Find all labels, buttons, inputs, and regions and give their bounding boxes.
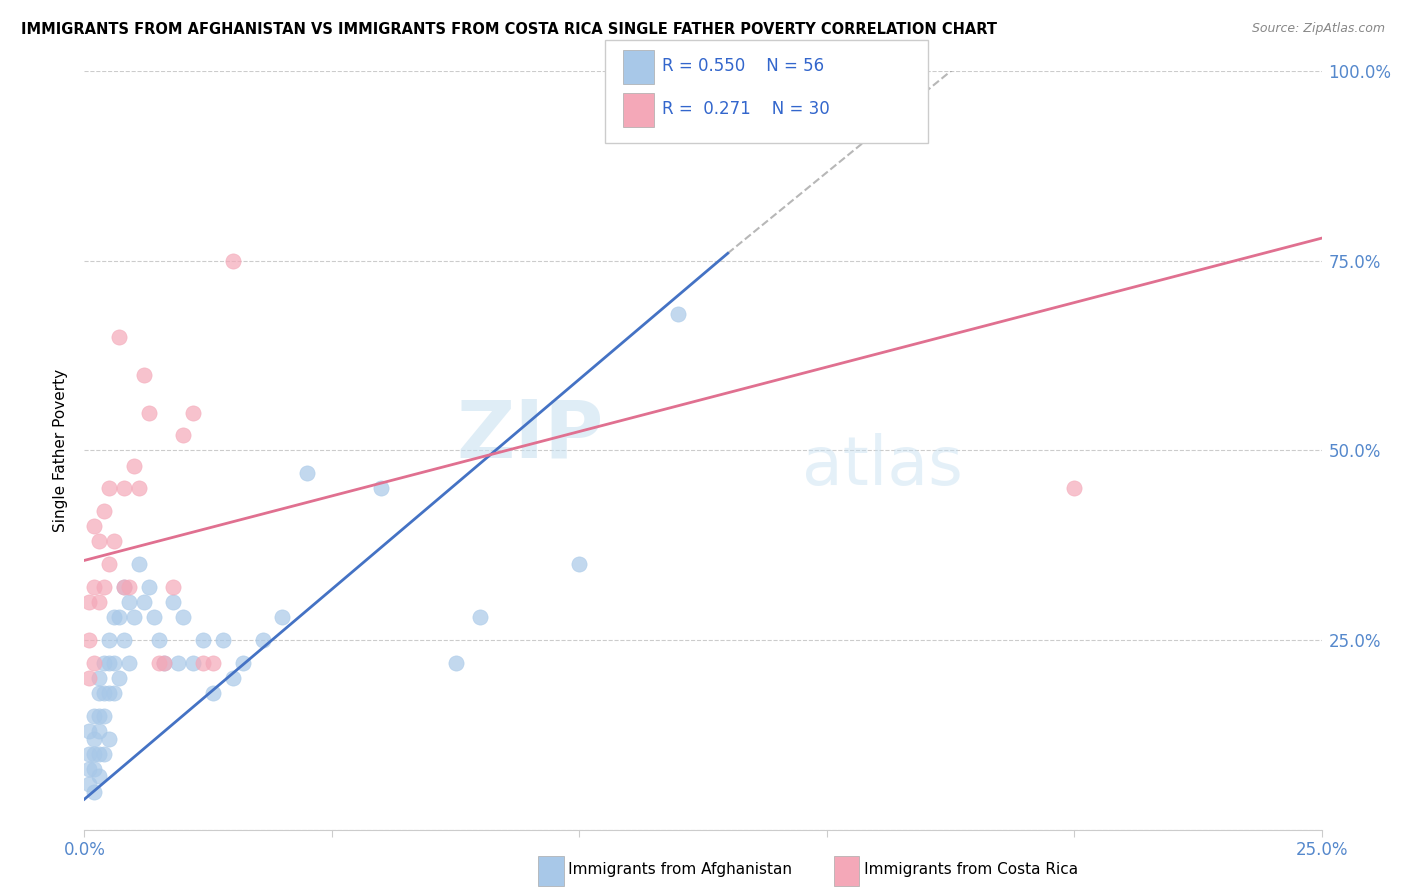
Point: [79, 762, 101, 776]
Point: [93, 708, 115, 723]
Point: [1063, 482, 1085, 496]
Text: atlas: atlas: [801, 433, 963, 499]
Point: [98, 633, 121, 648]
Point: [222, 671, 245, 685]
Point: [222, 253, 245, 268]
Point: [202, 686, 225, 700]
Point: [142, 610, 165, 624]
Point: [98, 482, 121, 496]
Point: [152, 656, 174, 670]
Point: [83, 731, 105, 746]
Text: IMMIGRANTS FROM AFGHANISTAN VS IMMIGRANTS FROM COSTA RICA SINGLE FATHER POVERTY : IMMIGRANTS FROM AFGHANISTAN VS IMMIGRANT…: [21, 22, 997, 37]
Point: [295, 467, 318, 481]
Point: [83, 656, 105, 670]
Point: [666, 307, 689, 321]
Point: [181, 405, 204, 420]
Point: [79, 724, 101, 739]
Point: [103, 656, 125, 670]
Point: [79, 633, 101, 648]
Point: [118, 580, 141, 594]
Point: [93, 747, 115, 761]
Point: [93, 656, 115, 670]
Text: R =  0.271    N = 30: R = 0.271 N = 30: [662, 100, 830, 118]
Text: Immigrants from Costa Rica: Immigrants from Costa Rica: [830, 863, 1077, 877]
Y-axis label: Single Father Poverty: Single Father Poverty: [53, 369, 69, 532]
Point: [568, 557, 591, 572]
Point: [122, 458, 145, 473]
Point: [83, 580, 105, 594]
Point: [112, 580, 135, 594]
Point: [98, 686, 121, 700]
Point: [212, 633, 235, 648]
Point: [103, 610, 125, 624]
Point: [89, 534, 111, 549]
Point: [167, 656, 190, 670]
Point: [370, 482, 392, 496]
Point: [138, 580, 160, 594]
Point: [112, 580, 135, 594]
Point: [252, 633, 274, 648]
Point: [181, 656, 204, 670]
Point: [89, 769, 111, 784]
Point: [191, 656, 214, 670]
Point: [148, 656, 170, 670]
Point: [162, 580, 184, 594]
Point: [98, 731, 121, 746]
Point: [89, 747, 111, 761]
Point: [98, 656, 121, 670]
Point: [103, 534, 125, 549]
Point: [152, 656, 174, 670]
Point: [444, 656, 467, 670]
Point: [83, 785, 105, 799]
Point: [93, 504, 115, 518]
Point: [118, 656, 141, 670]
Point: [89, 686, 111, 700]
Point: [83, 708, 105, 723]
Point: [118, 595, 141, 609]
Point: [103, 686, 125, 700]
Point: [132, 368, 155, 382]
Text: Source: ZipAtlas.com: Source: ZipAtlas.com: [1251, 22, 1385, 36]
Point: [83, 519, 105, 533]
Point: [470, 610, 492, 624]
Point: [138, 405, 160, 420]
Point: [148, 633, 170, 648]
Text: Immigrants from Afghanistan: Immigrants from Afghanistan: [534, 863, 792, 877]
Point: [93, 686, 115, 700]
Point: [122, 610, 145, 624]
Point: [112, 482, 135, 496]
Point: [271, 610, 294, 624]
Point: [79, 777, 101, 791]
Point: [232, 656, 254, 670]
Point: [128, 557, 150, 572]
Point: [112, 633, 135, 648]
Point: [132, 595, 155, 609]
Point: [108, 330, 131, 344]
Text: R = 0.550    N = 56: R = 0.550 N = 56: [662, 57, 824, 75]
Point: [89, 671, 111, 685]
Point: [89, 595, 111, 609]
Point: [172, 610, 194, 624]
Point: [98, 557, 121, 572]
Point: [128, 482, 150, 496]
Point: [172, 428, 194, 442]
Point: [79, 595, 101, 609]
Point: [162, 595, 184, 609]
Point: [202, 656, 225, 670]
Point: [108, 671, 131, 685]
Point: [89, 708, 111, 723]
Point: [191, 633, 214, 648]
Point: [89, 724, 111, 739]
Point: [108, 610, 131, 624]
Point: [83, 762, 105, 776]
Point: [83, 747, 105, 761]
Text: ZIP: ZIP: [457, 396, 605, 475]
Point: [79, 747, 101, 761]
Point: [79, 671, 101, 685]
Point: [93, 580, 115, 594]
